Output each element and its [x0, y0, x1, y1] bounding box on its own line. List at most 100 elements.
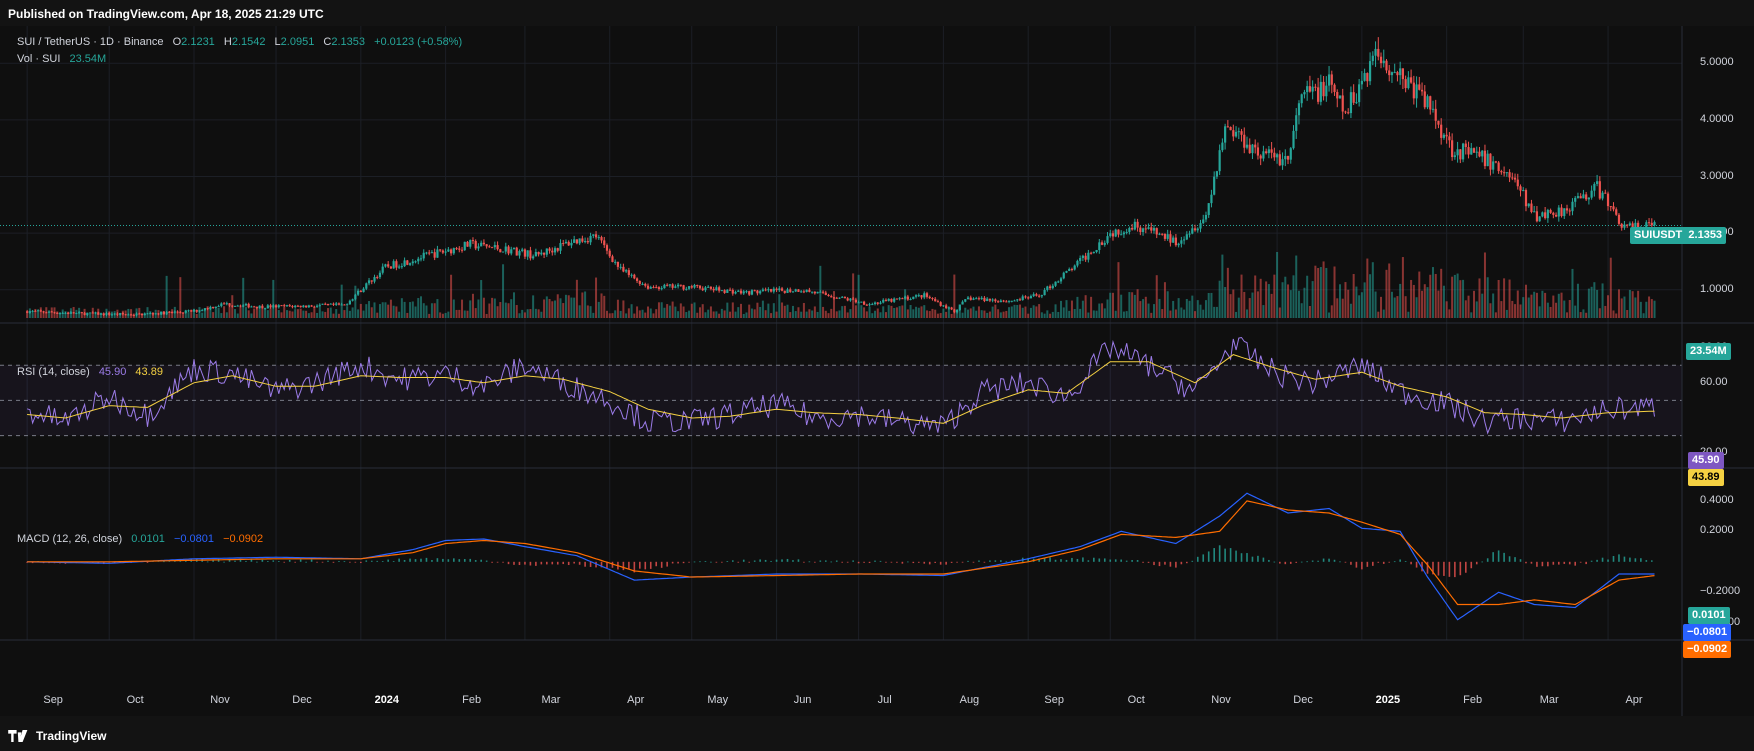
volume-bar	[701, 304, 704, 318]
candle-body	[827, 294, 830, 297]
volume-bar	[824, 310, 827, 318]
volume-bar	[882, 306, 885, 318]
volume-bar	[1199, 304, 1202, 318]
candle-body	[1109, 233, 1112, 237]
candle-body	[1226, 126, 1229, 128]
tradingview-footer[interactable]: TradingView	[8, 729, 106, 743]
volume-bar	[876, 308, 879, 318]
candle-body	[61, 312, 64, 314]
volume-bar	[469, 300, 472, 318]
candle-body	[1169, 234, 1172, 243]
volume-bar	[1295, 255, 1298, 318]
candle-body	[726, 289, 729, 293]
candle-body	[1286, 156, 1290, 160]
macd-histogram-bar	[628, 561, 630, 570]
candle-body	[488, 246, 491, 248]
rsi-label[interactable]: RSI (14, close)	[17, 366, 90, 378]
volume-bar	[668, 305, 671, 318]
volume-bar	[1410, 279, 1413, 318]
volume-bar	[1617, 289, 1620, 318]
macd-histogram-bar	[923, 561, 926, 564]
volume-bar	[912, 309, 915, 318]
volume-bar	[1464, 300, 1467, 318]
candle-body	[28, 311, 31, 313]
macd-histogram-bar	[852, 560, 854, 562]
macd-label[interactable]: MACD (12, 26, close)	[17, 533, 123, 545]
candle-body	[378, 272, 382, 278]
candle-body	[912, 296, 915, 300]
macd-histogram-bar	[1432, 561, 1434, 575]
candle-body	[939, 302, 942, 306]
volume-bar	[471, 293, 474, 318]
macd-histogram-bar	[978, 560, 980, 562]
candle-body	[635, 278, 639, 281]
volume-bar	[474, 308, 477, 318]
volume-bar	[712, 311, 715, 318]
volume-bar	[1251, 292, 1254, 318]
macd-histogram-bar	[1470, 561, 1473, 569]
volume-bar	[507, 303, 510, 318]
candle-body	[310, 305, 313, 307]
candle-body	[1366, 73, 1369, 82]
volume-bar	[1133, 294, 1136, 318]
volume-bar	[1442, 285, 1445, 318]
volume-bar	[1098, 303, 1101, 318]
volume-bar	[1634, 297, 1637, 318]
volume-bar	[874, 310, 877, 318]
volume-bar	[625, 313, 628, 318]
volume-bar	[813, 306, 816, 318]
macd-histogram-bar	[1404, 561, 1407, 562]
candle-body	[356, 290, 360, 295]
candle-body	[843, 296, 847, 299]
candle-body	[72, 312, 75, 314]
macd-histogram-bar	[1103, 558, 1106, 562]
candle-body	[80, 312, 83, 314]
volume-bar	[999, 312, 1002, 318]
volume-bar	[1585, 312, 1588, 318]
volume-bar	[1043, 313, 1046, 318]
volume-bar	[392, 305, 395, 318]
volume-label[interactable]: Vol · SUI	[17, 53, 61, 65]
volume-bar	[1336, 298, 1339, 318]
volume-bar	[775, 311, 778, 318]
volume-bar	[411, 301, 414, 318]
macd-histogram-bar	[1454, 561, 1456, 578]
volume-bar	[1246, 309, 1248, 318]
candle-body	[1180, 240, 1183, 244]
candle-body	[581, 238, 584, 242]
volume-bar	[709, 306, 712, 318]
volume-bar	[1117, 262, 1120, 318]
volume-bar	[58, 312, 61, 318]
candle-body	[1098, 242, 1101, 251]
volume-bar	[307, 313, 310, 318]
volume-bar	[726, 302, 729, 318]
candle-body	[56, 312, 59, 314]
candle-body	[474, 240, 477, 249]
volume-bar	[89, 313, 92, 318]
macd-pane	[26, 492, 1655, 621]
candle-body	[657, 287, 661, 289]
candle-body	[384, 264, 387, 267]
volume-bar	[214, 308, 217, 318]
volume-bar	[1079, 308, 1082, 318]
volume-bar	[1194, 311, 1197, 318]
macd-histogram-bar	[644, 561, 647, 570]
macd-histogram-bar	[1448, 561, 1451, 577]
volume-bar	[458, 309, 461, 318]
symbol-title[interactable]: SUI / TetherUS · 1D · Binance	[17, 36, 164, 48]
candle-body	[403, 260, 406, 267]
volume-bar	[182, 313, 185, 318]
volume-bar	[956, 311, 959, 318]
candle-body	[1410, 77, 1413, 83]
candle-body	[1483, 150, 1487, 167]
macd-histogram-bar	[524, 561, 526, 565]
volume-bars	[26, 251, 1656, 318]
candle-body	[417, 258, 420, 262]
macd-histogram-bar	[1552, 561, 1555, 565]
macd-histogram-bar	[436, 558, 439, 562]
candle-body	[428, 252, 431, 254]
volume-bar	[884, 312, 887, 318]
candle-body	[1464, 143, 1467, 148]
candle-body	[1516, 179, 1519, 187]
volume-bar	[223, 306, 226, 318]
